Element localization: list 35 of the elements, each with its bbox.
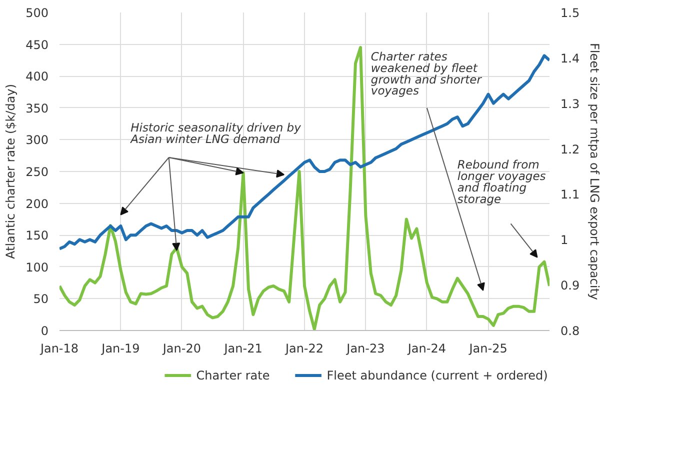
- y-tick-label: 450: [26, 38, 48, 52]
- y2-tick-label: 1.5: [560, 6, 580, 20]
- y2-tick-label: 1.3: [560, 96, 580, 111]
- annotation: Rebound from longer voyages and floating storage: [457, 158, 546, 206]
- y-tick-label: 200: [26, 196, 48, 211]
- annotation: Charter rates weakened by fleet growth and shorter voyages: [370, 49, 483, 98]
- y-axis-title: Atlantic charter rate ($k/day): [4, 84, 18, 260]
- x-tick-label: Jan-25: [468, 342, 508, 356]
- y-tick-label: 100: [26, 260, 48, 274]
- y-tick-label: 150: [26, 228, 48, 243]
- y-tick-label: 0: [40, 324, 49, 338]
- x-tick-label: Jan-18: [39, 342, 79, 356]
- x-tick-label: Jan-21: [223, 342, 262, 356]
- y2-tick-label: 1.1: [560, 188, 580, 202]
- y-tick-label: 400: [26, 70, 48, 84]
- y2-tick-label: 0.8: [560, 324, 580, 338]
- y-tick-label: 300: [26, 133, 48, 148]
- x-tick-label: Jan-22: [284, 342, 324, 356]
- annotation: Historic seasonality driven by Asian winter LNG demand: [130, 120, 302, 146]
- y2-tick-label: 1.2: [560, 142, 580, 156]
- y2-tick-label: 0.9: [560, 278, 580, 293]
- y2-tick-label: 1: [560, 233, 568, 248]
- y2-tick-label: 1.4: [560, 51, 580, 66]
- x-tick-label: Jan-20: [162, 342, 201, 356]
- line-series: [60, 46, 550, 330]
- legend-label: Fleet abundance (current + ordered): [326, 368, 548, 382]
- y2-axis-title: Fleet size per mtpa of LNG export capacity: [588, 42, 602, 300]
- y-tick-label: 50: [33, 292, 49, 306]
- legend-label: Charter rate: [196, 368, 270, 382]
- x-tick-label: Jan-24: [406, 342, 446, 356]
- x-tick-label: Jan-19: [100, 342, 140, 356]
- x-tick-label: Jan-23: [346, 342, 385, 356]
- y-tick-label: 500: [26, 6, 48, 20]
- y-tick-label: 350: [26, 101, 48, 116]
- y-tick-label: 250: [26, 165, 48, 179]
